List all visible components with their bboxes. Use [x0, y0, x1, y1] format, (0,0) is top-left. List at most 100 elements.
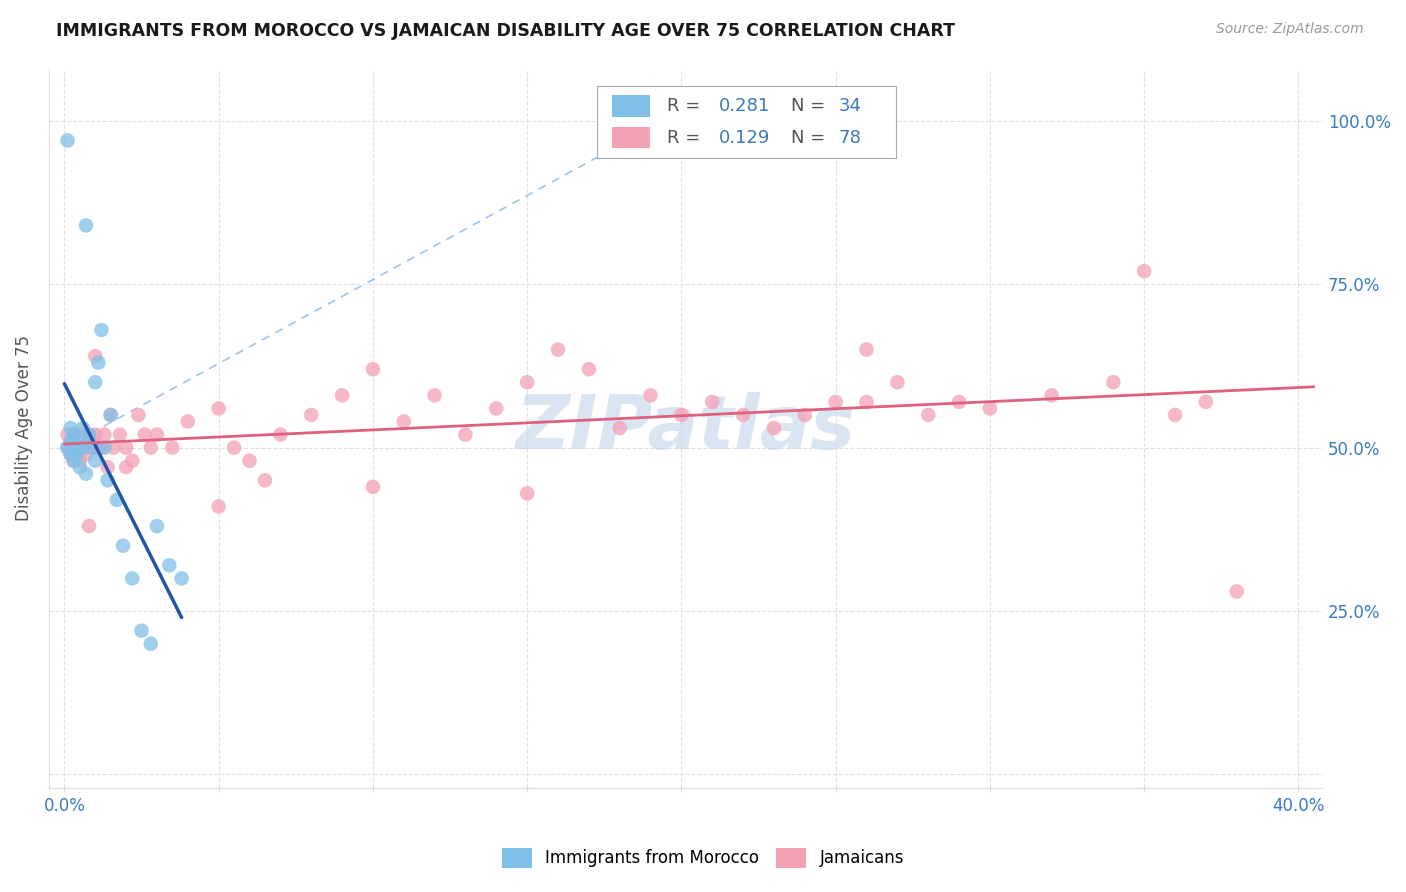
Point [84, 441, 107, 455]
Point [516, 376, 538, 390]
Point [69, 453, 91, 467]
Point [208, 500, 231, 514]
Point [917, 408, 939, 422]
Point [66, 447, 89, 461]
Point [131, 624, 153, 638]
Point [84, 349, 107, 363]
Point [100, 408, 122, 422]
Point [62, 441, 84, 455]
Point [299, 408, 322, 422]
Point [82, 441, 104, 455]
Point [1195, 395, 1218, 409]
Point [72, 427, 94, 442]
Point [1102, 376, 1125, 390]
Point [75, 219, 97, 233]
Point [75, 447, 97, 461]
Text: N =: N = [790, 97, 831, 115]
Point [208, 401, 231, 416]
Point [87, 441, 110, 455]
Point [105, 492, 128, 507]
Point [90, 441, 112, 455]
Point [66, 441, 89, 455]
Point [702, 395, 724, 409]
Point [84, 376, 107, 390]
Point [222, 441, 245, 455]
Point [77, 434, 100, 449]
Point [361, 362, 384, 376]
Point [75, 467, 97, 481]
Point [115, 441, 138, 455]
Point [855, 395, 877, 409]
Point [62, 453, 84, 467]
Point [253, 473, 276, 487]
Point [56, 133, 79, 147]
Point [103, 441, 125, 455]
Point [361, 480, 384, 494]
Point [77, 427, 100, 442]
Point [146, 519, 169, 533]
Point [330, 388, 353, 402]
Point [157, 558, 180, 573]
Point [793, 408, 815, 422]
Point [485, 401, 508, 416]
Text: 0.281: 0.281 [720, 97, 770, 115]
Point [66, 447, 89, 461]
Point [733, 408, 755, 422]
Point [948, 395, 970, 409]
Point [1226, 584, 1249, 599]
Text: Source: ZipAtlas.com: Source: ZipAtlas.com [1216, 22, 1364, 37]
Point [392, 415, 415, 429]
Point [59, 421, 82, 435]
Point [82, 434, 104, 449]
Point [69, 434, 91, 449]
Text: R =: R = [666, 128, 706, 146]
Point [87, 356, 110, 370]
Point [516, 486, 538, 500]
Point [56, 427, 79, 442]
Point [69, 441, 91, 455]
Point [56, 441, 79, 455]
Point [111, 539, 134, 553]
Point [762, 421, 785, 435]
Point [1164, 408, 1187, 422]
Point [547, 343, 569, 357]
Point [121, 571, 143, 585]
Point [177, 415, 200, 429]
Point [69, 441, 91, 455]
Point [72, 421, 94, 435]
Point [69, 460, 91, 475]
Point [108, 427, 131, 442]
Y-axis label: Disability Age Over 75: Disability Age Over 75 [15, 335, 32, 521]
Point [886, 376, 908, 390]
Point [62, 427, 84, 442]
Point [1133, 264, 1156, 278]
Point [77, 427, 100, 442]
Point [66, 434, 89, 449]
Point [115, 460, 138, 475]
Point [134, 427, 156, 442]
Point [127, 408, 149, 422]
Text: 78: 78 [839, 128, 862, 146]
Point [146, 427, 169, 442]
FancyBboxPatch shape [598, 87, 896, 159]
Point [824, 395, 846, 409]
Point [59, 434, 82, 449]
Point [59, 447, 82, 461]
Text: ZIPatlas: ZIPatlas [516, 392, 856, 465]
FancyBboxPatch shape [612, 127, 651, 148]
Point [90, 323, 112, 337]
Point [855, 343, 877, 357]
Point [62, 441, 84, 455]
Point [59, 447, 82, 461]
Point [62, 427, 84, 442]
Point [59, 441, 82, 455]
Point [72, 441, 94, 455]
Point [121, 453, 143, 467]
Point [100, 408, 122, 422]
Text: R =: R = [666, 97, 706, 115]
Point [77, 519, 100, 533]
Point [671, 408, 693, 422]
Point [97, 460, 120, 475]
Point [77, 441, 100, 455]
Point [97, 473, 120, 487]
